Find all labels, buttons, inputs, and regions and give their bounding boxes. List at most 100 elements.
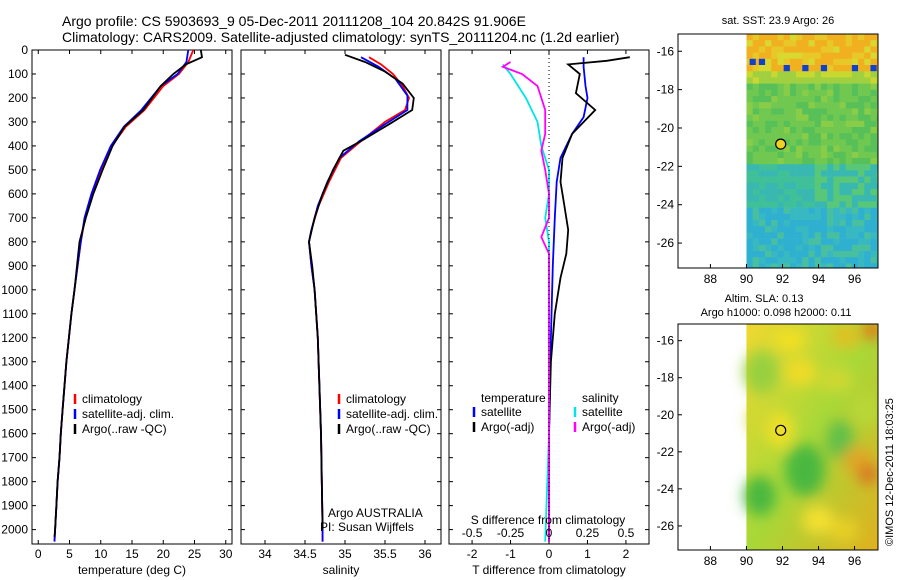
sst-cell	[870, 226, 877, 233]
sst-cell	[833, 145, 840, 153]
sst-cell	[845, 34, 853, 41]
sst-cell	[876, 182, 878, 190]
sst-cell	[876, 34, 878, 41]
sst-cell	[796, 170, 803, 177]
sst-cell	[783, 164, 791, 171]
sst-cell	[833, 195, 840, 202]
sst-cell	[783, 213, 791, 221]
sst-cell	[839, 213, 846, 221]
sst-cell	[802, 34, 809, 41]
sst-cell	[783, 96, 791, 103]
sst-cell	[839, 232, 846, 239]
sst-cell	[876, 257, 878, 264]
sst-cell	[808, 220, 815, 227]
sst-cell	[783, 46, 791, 53]
sst-cell	[746, 257, 753, 264]
sst-cell	[851, 182, 859, 190]
sst-cell	[883, 115, 890, 122]
sst-cell	[839, 108, 846, 115]
sst-cell	[827, 71, 834, 78]
x-tick-label: 88	[704, 554, 718, 568]
series-line-4	[500, 61, 550, 542]
sst-cell	[746, 189, 753, 196]
sst-cell	[845, 65, 853, 72]
sst-cell	[827, 40, 834, 47]
sst-cell	[864, 114, 871, 122]
sst-cell	[839, 158, 846, 165]
sst-cell	[864, 195, 871, 202]
sst-cell	[814, 96, 822, 103]
sst-cell	[783, 89, 791, 97]
sst-cell	[765, 263, 772, 268]
difference-panel: -2 -1 0 1 2 T difference from climatology -0.5…	[448, 49, 650, 577]
sst-cell	[876, 52, 878, 60]
sst-cell	[820, 251, 828, 258]
sst-cell	[845, 52, 853, 60]
y-tick-label: 700	[8, 211, 28, 225]
legend-label: Argo(-adj)	[481, 420, 534, 434]
sla-blob	[744, 476, 776, 516]
sst-cell	[796, 108, 803, 115]
sst-cell	[752, 257, 760, 264]
sst-cell	[820, 52, 828, 60]
sst-cell	[820, 96, 828, 103]
sst-cell	[796, 52, 803, 60]
sst-cell	[814, 114, 822, 122]
y-tick-label: -26	[657, 236, 675, 250]
sst-cell	[765, 127, 772, 134]
sst-cell	[845, 195, 853, 202]
sst-cell	[783, 189, 791, 196]
sst-cell	[765, 151, 772, 159]
sst-cell	[851, 195, 859, 202]
s-tick-label: 0	[546, 526, 553, 540]
sst-cell	[864, 207, 871, 215]
sst-cell	[883, 158, 890, 165]
sst-cell	[833, 263, 840, 268]
sst-cell-cold	[851, 65, 859, 72]
sst-cell	[783, 102, 791, 109]
sst-cell	[796, 89, 803, 97]
y-tick-label: 0	[21, 43, 28, 57]
sst-cell	[814, 83, 822, 91]
sst-cell	[765, 226, 772, 233]
sst-cell	[777, 238, 784, 246]
sst-cell	[802, 213, 809, 221]
sst-cell	[758, 52, 766, 60]
sst-cell	[752, 207, 760, 215]
sla-field	[744, 324, 878, 550]
x-axis-label: salinity	[323, 563, 360, 577]
sst-cell	[864, 164, 871, 171]
sst-cell	[771, 151, 778, 159]
sst-cell	[789, 251, 797, 258]
sst-cell	[833, 127, 840, 134]
sst-cell	[758, 46, 766, 53]
sst-cell	[814, 170, 822, 177]
sst-cell	[858, 114, 865, 122]
sst-cell	[802, 182, 809, 190]
sst-cell	[771, 52, 778, 60]
x-tick-label: 94	[812, 554, 826, 568]
sla-blob	[774, 330, 806, 350]
sst-cell	[845, 251, 853, 258]
sst-cell	[802, 189, 809, 196]
sst-cell	[814, 102, 822, 109]
sst-cell	[802, 220, 809, 227]
sst-cell	[814, 176, 822, 184]
x-tick-label: 15	[125, 547, 139, 561]
sst-cell	[870, 170, 877, 177]
sst-cell	[827, 108, 834, 115]
sst-cell	[814, 201, 822, 208]
sst-cell	[820, 89, 828, 97]
sst-cell	[839, 263, 846, 268]
sst-cell	[758, 251, 766, 258]
x-axis-label: T difference from climatology	[472, 563, 626, 577]
sst-cell	[789, 46, 797, 53]
sst-cell	[870, 52, 877, 60]
sst-cell	[783, 176, 791, 184]
sst-cell	[851, 176, 859, 184]
sst-cell	[827, 201, 834, 208]
sst-cell	[783, 195, 791, 202]
sst-cell	[777, 201, 784, 208]
sst-cell	[814, 238, 822, 246]
sst-cell	[820, 182, 828, 190]
